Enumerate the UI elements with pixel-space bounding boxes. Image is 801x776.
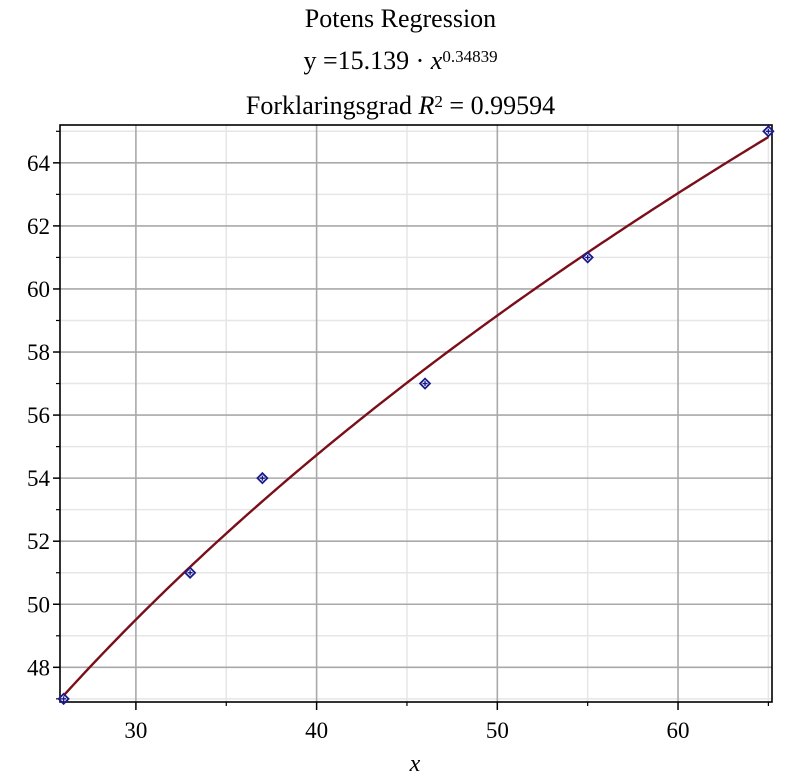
y-tick-label: 60	[27, 277, 50, 302]
x-axis-ticks: 30 40 50 60	[124, 702, 769, 743]
data-point	[762, 125, 775, 138]
data-point	[418, 377, 432, 390]
y-tick-label: 56	[27, 403, 50, 428]
r2-symbol: R	[418, 91, 435, 120]
r2-prefix: Forklaringsgrad	[245, 91, 419, 120]
r2-suffix: = 0.99594	[442, 91, 556, 120]
fit-curve-layer	[62, 136, 770, 697]
data-point	[581, 251, 594, 264]
data-point	[183, 566, 197, 579]
data-point-marker	[183, 566, 197, 579]
equation-prefix: y =15.139 ·	[303, 46, 431, 75]
data-point-marker	[418, 377, 432, 390]
y-tick-label: 64	[27, 151, 51, 176]
x-tick-label: 60	[667, 718, 690, 743]
equation-base: x	[430, 46, 443, 75]
data-point-marker	[581, 251, 594, 264]
data-point	[57, 692, 70, 706]
major-grid	[60, 125, 772, 702]
x-axis-label: x	[409, 751, 421, 776]
chart-r2: Forklaringsgrad R2 = 0.99594	[0, 91, 801, 121]
y-tick-label: 54	[27, 466, 51, 491]
axes	[59, 124, 773, 703]
chart-title-text: Potens Regression	[304, 4, 497, 33]
x-tick-label: 30	[124, 718, 147, 743]
data-points-layer	[57, 125, 775, 706]
y-tick-label: 62	[27, 214, 50, 239]
data-point-marker	[762, 125, 775, 138]
r2-exponent: 2	[434, 92, 443, 111]
x-tick-label: 50	[486, 718, 509, 743]
data-point	[256, 471, 269, 485]
y-tick-label: 48	[27, 655, 50, 680]
y-tick-label: 52	[27, 529, 50, 554]
y-tick-label: 58	[27, 340, 50, 365]
y-axis-ticks: 48 50 52 54 56 58 60 62 64	[27, 130, 60, 700]
minor-grid	[60, 125, 772, 702]
data-point-marker	[256, 471, 269, 485]
plot-frame	[59, 124, 773, 703]
equation-exponent: 0.34839	[442, 47, 498, 66]
y-tick-label: 50	[27, 592, 50, 617]
chart-equation: y =15.139 · x0.34839	[0, 46, 801, 76]
x-tick-label: 40	[305, 718, 328, 743]
chart-title: Potens Regression	[0, 4, 801, 34]
data-point-marker	[57, 692, 70, 706]
fit-curve	[62, 136, 770, 697]
